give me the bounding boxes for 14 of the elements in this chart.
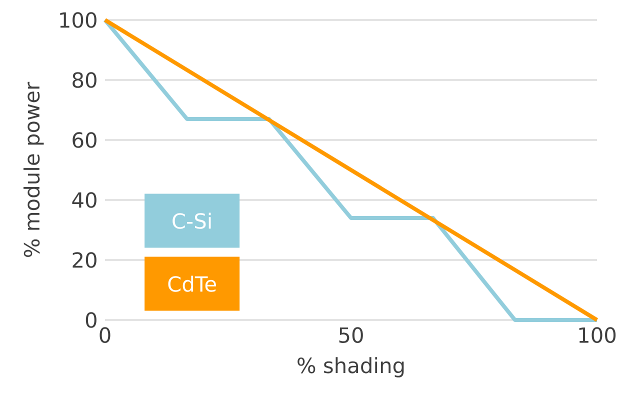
- x-tick-label: 50: [339, 327, 363, 343]
- text: C-Si: [172, 212, 211, 229]
- text: CdTe: [168, 276, 216, 292]
- y-tick-label: 60: [72, 132, 96, 148]
- x-tick-label: 100: [579, 327, 616, 343]
- x-axis-title: % shading: [298, 357, 404, 378]
- y-tick-label: 100: [60, 12, 96, 28]
- y-tick-label: 80: [72, 72, 96, 88]
- y-tick-label: 0: [86, 312, 96, 328]
- x-tick-label: 0: [100, 327, 110, 343]
- y-tick-label: 20: [72, 252, 96, 268]
- y-tick-label: 40: [72, 192, 96, 208]
- y-axis-title: % module power: [24, 82, 44, 257]
- line-series: [103, 18, 600, 322]
